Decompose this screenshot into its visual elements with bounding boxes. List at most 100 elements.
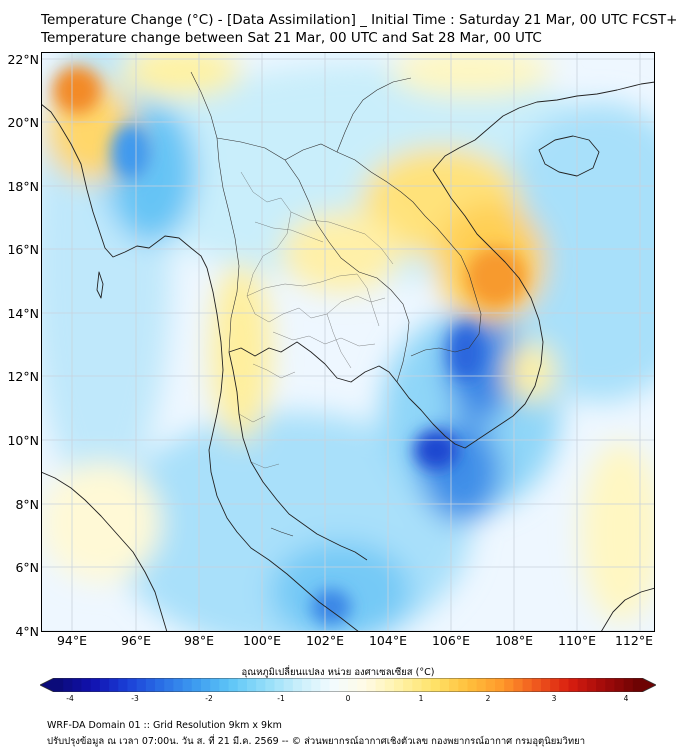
colorbar-tick: -2 (205, 694, 213, 703)
colorbar-segment (348, 678, 358, 692)
lat-label-4n: 4°N (15, 624, 39, 639)
colorbar-segment (219, 678, 229, 692)
colorbar-segment (531, 678, 542, 692)
colorbar-low-arrow (40, 678, 54, 692)
colorbar-segment (614, 678, 625, 692)
colorbar-segment (357, 678, 367, 692)
colorbar-segment (136, 678, 147, 692)
colorbar-segment (155, 678, 165, 692)
colorbar (40, 678, 656, 692)
colorbar-segment (329, 678, 340, 692)
colorbar-segment (311, 678, 321, 692)
lat-label-12n: 12°N (7, 369, 39, 384)
colorbar-segment (476, 678, 487, 692)
colorbar-tick: 3 (551, 694, 557, 703)
colorbar-segment (430, 678, 441, 692)
colorbar-segment (210, 678, 220, 692)
colorbar-tick: -1 (277, 694, 285, 703)
lon-label-112e: 112°E (614, 633, 653, 648)
temperature-change-map (41, 52, 655, 632)
colorbar-segment (522, 678, 533, 692)
colorbar-segment (246, 678, 257, 692)
lon-label-104e: 104°E (368, 633, 407, 648)
lon-label-98e: 98°E (183, 633, 215, 648)
colorbar-segment (256, 678, 266, 692)
colorbar-segment (485, 678, 496, 692)
colorbar-segment (228, 678, 239, 692)
lat-label-8n: 8°N (15, 497, 39, 512)
lat-label-20n: 20°N (7, 115, 39, 130)
colorbar-segment (127, 678, 138, 692)
colorbar-segment (173, 678, 184, 692)
lon-label-94e: 94°E (56, 633, 88, 648)
colorbar-segment (201, 678, 211, 692)
lon-label-96e: 96°E (120, 633, 152, 648)
colorbar-segment (191, 678, 202, 692)
chart-title: Temperature Change (°C) - [Data Assimila… (41, 12, 676, 28)
colorbar-segment (421, 678, 432, 692)
colorbar-tick: 1 (418, 694, 424, 703)
colorbar-tick: 0 (345, 694, 351, 703)
colorbar-segment (90, 678, 101, 692)
colorbar-segment (366, 678, 376, 692)
colorbar-tick: 2 (485, 694, 491, 703)
colorbar-tick: -3 (131, 694, 139, 703)
lon-label-102e: 102°E (305, 633, 344, 648)
colorbar-segment (513, 678, 523, 692)
country-borders (190, 71, 482, 537)
colorbar-segment (449, 678, 459, 692)
colorbar-segment (54, 678, 64, 692)
colorbar-segment (586, 678, 597, 692)
lon-label-100e: 100°E (242, 633, 281, 648)
colorbar-segment (99, 678, 110, 692)
colorbar-tick: 4 (623, 694, 629, 703)
colorbar-segment (596, 678, 606, 692)
lat-label-16n: 16°N (7, 242, 39, 257)
footer-model-info: WRF-DA Domain 01 :: Grid Resolution 9km … (47, 720, 282, 731)
lon-label-108e: 108°E (494, 633, 533, 648)
colorbar-segment (403, 678, 413, 692)
colorbar-segment (577, 678, 588, 692)
colorbar-segment (550, 678, 560, 692)
colorbar-tick: -4 (66, 694, 74, 703)
colorbar-segment (458, 678, 468, 692)
colorbar-segment (265, 678, 275, 692)
colorbar-segment (623, 678, 634, 692)
colorbar-high-arrow (642, 678, 656, 692)
colorbar-segment (81, 678, 92, 692)
colorbar-segment (375, 678, 386, 692)
colorbar-label: อุณหภูมิเปลี่ยนแปลง หน่วย องศาเซลเซียส (… (241, 667, 435, 678)
colorbar-segment (504, 678, 514, 692)
lat-label-6n: 6°N (15, 560, 39, 575)
colorbar-segment (393, 678, 404, 692)
colorbar-segment (559, 678, 569, 692)
coastlines (41, 81, 655, 632)
lat-label-18n: 18°N (7, 179, 39, 194)
province-borders (238, 171, 394, 469)
colorbar-segment (63, 678, 73, 692)
colorbar-segment (302, 678, 312, 692)
colorbar-segment (118, 678, 128, 692)
colorbar-segment (632, 678, 643, 692)
colorbar-segment (109, 678, 119, 692)
colorbar-segment (182, 678, 193, 692)
colorbar-segment (237, 678, 248, 692)
colorbar-segment (568, 678, 579, 692)
colorbar-segment (412, 678, 422, 692)
lat-label-10n: 10°N (7, 433, 39, 448)
colorbar-segment (467, 678, 478, 692)
colorbar-segment (384, 678, 395, 692)
colorbar-segment (72, 678, 82, 692)
colorbar-segment (274, 678, 285, 692)
colorbar-segment (338, 678, 349, 692)
colorbar-segment (439, 678, 450, 692)
lon-label-106e: 106°E (431, 633, 470, 648)
lat-label-22n: 22°N (7, 52, 39, 67)
colorbar-segment (164, 678, 174, 692)
colorbar-segment (540, 678, 551, 692)
colorbar-segment (495, 678, 505, 692)
colorbar-segment (320, 678, 331, 692)
colorbar-segment (605, 678, 615, 692)
footer-credit: ปรับปรุงข้อมูล ณ เวลา 07:00น. วัน ส. ที่… (47, 736, 586, 747)
lon-label-110e: 110°E (557, 633, 596, 648)
